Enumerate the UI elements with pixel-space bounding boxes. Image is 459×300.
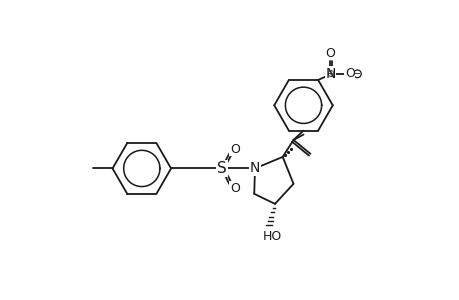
Text: −: − — [353, 69, 361, 79]
Text: O: O — [230, 143, 240, 156]
Text: N: N — [249, 161, 260, 176]
Text: N: N — [325, 67, 335, 81]
Text: O: O — [344, 67, 354, 80]
Text: O: O — [230, 182, 240, 195]
Text: HO: HO — [263, 230, 282, 243]
Text: O: O — [325, 46, 335, 59]
Text: ⊕: ⊕ — [326, 69, 334, 79]
Text: S: S — [217, 161, 226, 176]
